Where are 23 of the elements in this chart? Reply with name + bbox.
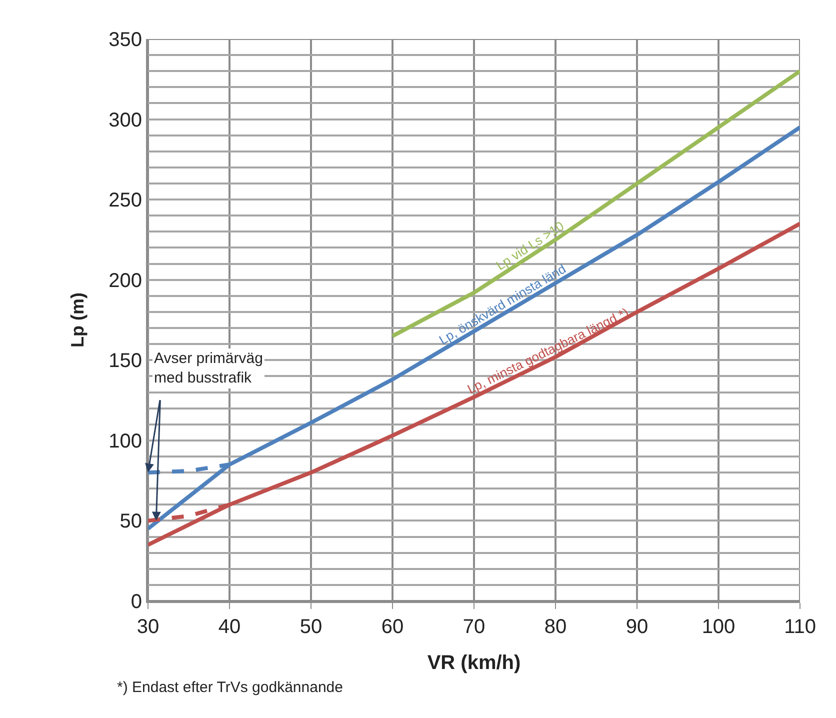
- y-axis-title: Lp (m): [67, 292, 88, 348]
- x-tick-label: 50: [300, 616, 322, 638]
- text: *) Endast efter TrVs godkännande: [117, 679, 343, 696]
- y-tick-label: 350: [108, 29, 142, 51]
- x-tick-label: 110: [784, 616, 816, 638]
- x-tick-label: 70: [462, 616, 486, 638]
- line-series: [148, 222, 800, 547]
- x-tick-label: 100: [702, 616, 736, 638]
- x-tick-label: 60: [381, 616, 404, 638]
- x-tick-label: 30: [136, 616, 160, 638]
- y-tick-label: 0: [130, 591, 142, 613]
- x-tick-label: 80: [544, 616, 567, 638]
- y-tick-label: 150: [108, 350, 142, 372]
- x-tick-label: 40: [218, 616, 241, 638]
- y-tick-label: 250: [108, 190, 142, 212]
- x-axis-title: VR (km/h): [427, 652, 521, 674]
- annotation: Avser primärväg med busstrafik: [154, 350, 263, 386]
- y-tick-label: 300: [108, 109, 142, 132]
- x-tick-label: 90: [626, 616, 648, 638]
- y-tick-label: 200: [108, 270, 142, 292]
- y-tick-label: 50: [120, 510, 142, 533]
- y-tick-label: 100: [108, 430, 142, 452]
- line-series: [148, 125, 800, 531]
